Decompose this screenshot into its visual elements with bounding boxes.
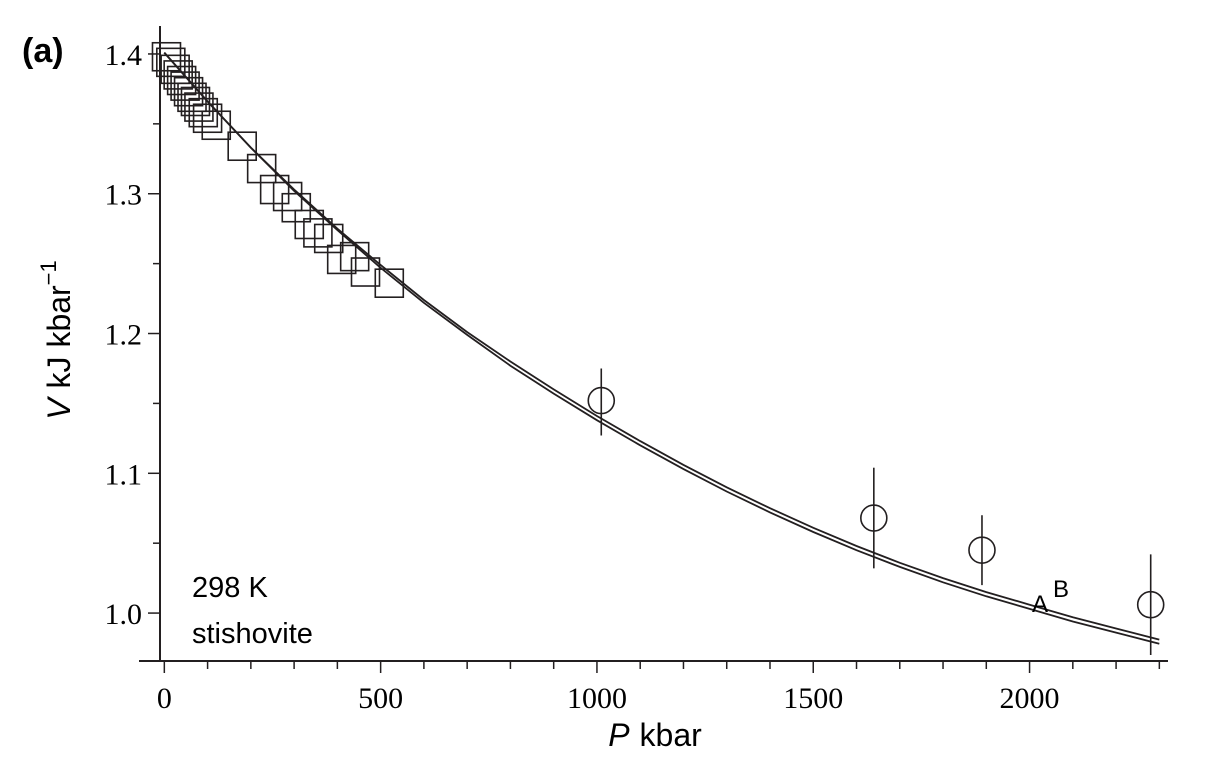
x-tick-label: 0 [157, 682, 172, 715]
y-axis-label: VkJ kbar−1 [36, 260, 77, 420]
fit-curves [163, 52, 1160, 645]
data-points [151, 41, 1165, 656]
y-tick-label: 1.0 [105, 598, 143, 631]
x-axis-variable: P [608, 717, 630, 753]
x-tick-label: 500 [358, 682, 403, 715]
square-data-point [272, 181, 303, 212]
square-data-point [192, 103, 223, 134]
y-tick-label: 1.1 [105, 458, 143, 491]
circle-data-point [587, 386, 616, 415]
square-data-point [339, 241, 370, 272]
fit-curve-b [163, 52, 1160, 641]
square-data-point [374, 268, 405, 298]
square-data-point [180, 86, 211, 117]
square-data-point [177, 82, 207, 113]
square-data-point [246, 153, 277, 184]
square-data-point [281, 192, 312, 223]
square-data-point [326, 244, 357, 275]
circle-data-point [1136, 590, 1165, 619]
square-data-point [151, 41, 182, 72]
circle-data-point [860, 504, 888, 532]
y-tick-label: 1.3 [105, 179, 143, 212]
square-data-point [313, 223, 344, 254]
square-data-point [227, 131, 257, 162]
annotation-mineral: stishovite [192, 618, 313, 650]
circle-data-point [968, 536, 996, 564]
square-data-point [184, 92, 214, 122]
y-axis-exponent: −1 [36, 260, 61, 285]
x-axis-unit: kbar [640, 717, 703, 753]
y-axis-unit: kJ kbar [41, 285, 77, 388]
x-tick-label: 1500 [783, 682, 843, 715]
y-axis-variable: V [41, 396, 77, 420]
square-data-point [188, 97, 219, 128]
panel-label: (a) [22, 32, 64, 70]
x-tick-label: 2000 [1000, 682, 1060, 715]
annotation-temperature: 298 K [192, 572, 268, 604]
curve-label-b: B [1053, 576, 1069, 603]
square-data-point [201, 110, 232, 141]
y-tick-label: 1.2 [105, 319, 143, 352]
fit-curve-a [163, 52, 1160, 645]
curve-label-a: A [1032, 591, 1048, 618]
axes: 0 500 1000 1500 2000 1.0 1.1 1.2 1.3 1.4 [105, 26, 1168, 715]
y-tick-label: 1.4 [105, 39, 143, 72]
square-data-point [350, 257, 381, 287]
square-data-point [303, 218, 333, 248]
x-tick-label: 1000 [567, 682, 627, 715]
square-data-point [259, 174, 290, 205]
